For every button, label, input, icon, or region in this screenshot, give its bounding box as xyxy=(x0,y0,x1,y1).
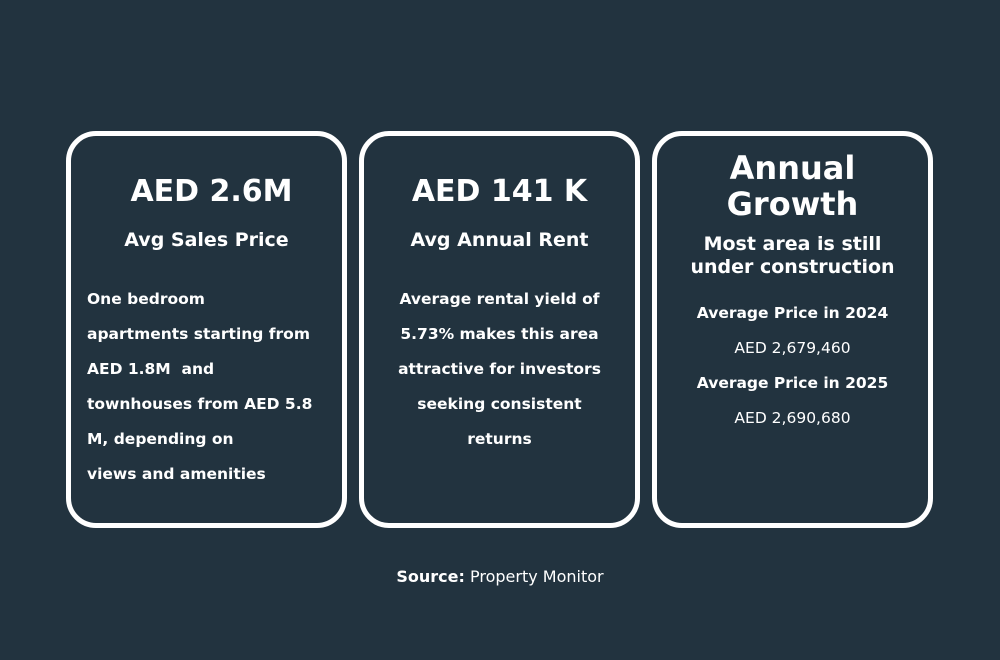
body-line: views and amenities xyxy=(87,465,266,483)
body-line: seeking consistent xyxy=(417,395,582,413)
price-2025-value: AED 2,690,680 xyxy=(734,409,851,427)
body-line: AED 1.8M and xyxy=(87,360,215,378)
card-body: One bedroom apartments starting from AED… xyxy=(87,282,337,492)
card-subtitle: Most area is still under construction xyxy=(657,233,928,279)
body-line: M, depending on xyxy=(87,430,234,448)
source-note: Source: Property Monitor xyxy=(0,567,1000,586)
card-subtitle: Avg Sales Price xyxy=(124,229,289,251)
price-2025-label: Average Price in 2025 xyxy=(696,374,889,392)
body-line: returns xyxy=(467,430,532,448)
body-line: Average rental yield of xyxy=(399,290,600,308)
body-line: attractive for investors xyxy=(398,360,601,378)
body-line: One bedroom xyxy=(87,290,205,308)
card-body: Average rental yield of 5.73% makes this… xyxy=(364,282,635,457)
price-2024-value: AED 2,679,460 xyxy=(734,339,851,357)
source-label: Source: xyxy=(396,567,465,586)
source-value: Property Monitor xyxy=(470,567,604,586)
card-headline: AED 141 K xyxy=(411,174,588,209)
stat-card-annual-rent: AED 141 K Avg Annual Rent Average rental… xyxy=(359,131,640,528)
card-subtitle: Avg Annual Rent xyxy=(410,229,589,251)
body-line: 5.73% makes this area xyxy=(400,325,599,343)
stat-card-annual-growth: Annual Growth Most area is still under c… xyxy=(652,131,933,528)
card-headline: Annual Growth xyxy=(657,150,928,222)
subtitle-line: Most area is still xyxy=(703,233,882,255)
headline-line: Growth xyxy=(726,185,859,223)
stat-card-sales-price: AED 2.6M Avg Sales Price One bedroom apa… xyxy=(66,131,347,528)
headline-line: Annual xyxy=(729,149,856,187)
price-2024-label: Average Price in 2024 xyxy=(696,304,889,322)
subtitle-line: under construction xyxy=(690,256,895,278)
body-line: apartments starting from xyxy=(87,325,310,343)
card-headline: AED 2.6M xyxy=(130,174,293,209)
card-body: Average Price in 2024 AED 2,679,460 Aver… xyxy=(657,296,928,436)
body-line: townhouses from AED 5.8 xyxy=(87,395,313,413)
